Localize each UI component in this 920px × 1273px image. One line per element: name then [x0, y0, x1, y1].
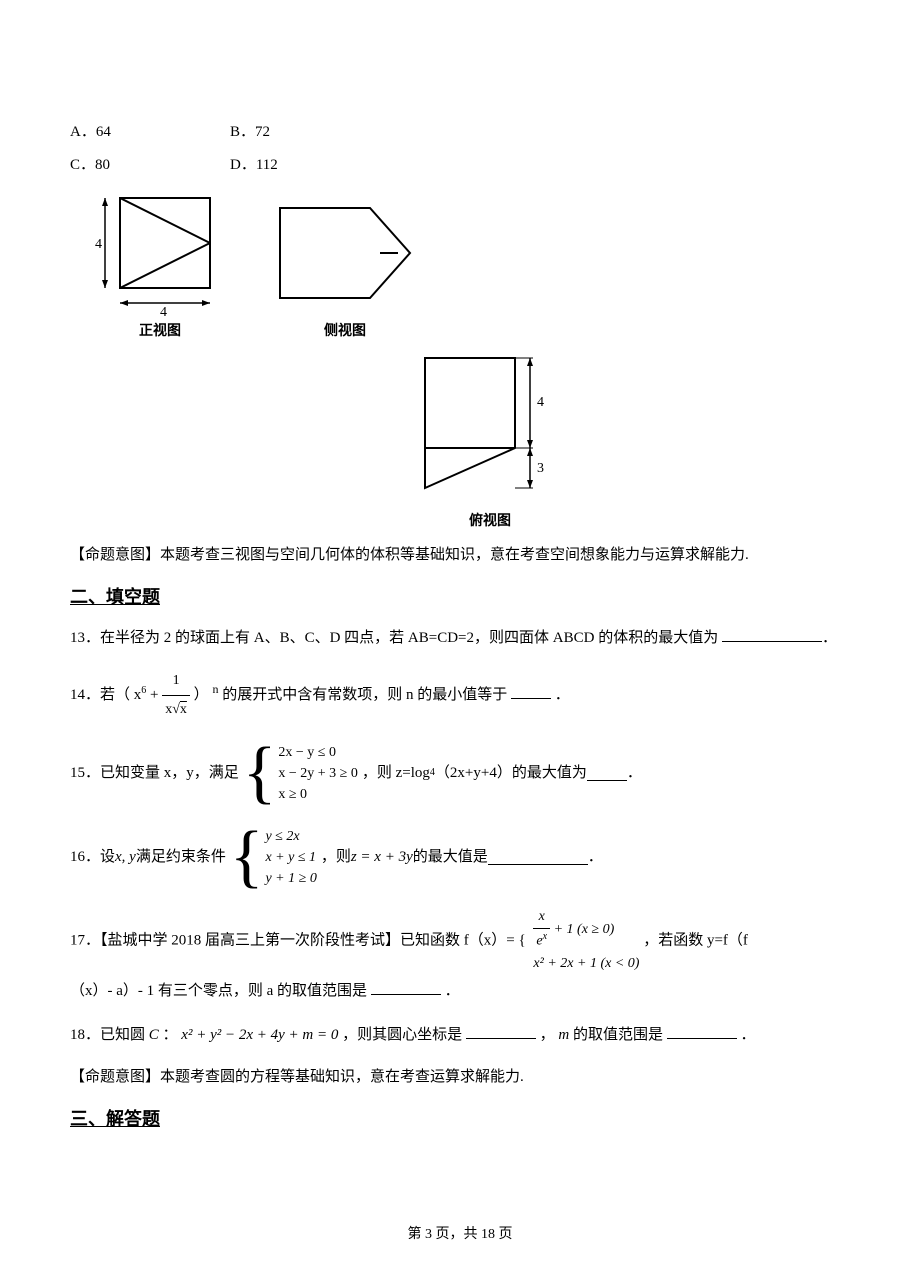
- q15-line3: x ≥ 0: [278, 784, 357, 805]
- page-footer: 第 3 页，共 18 页: [0, 1223, 920, 1243]
- q17-case1: x ex + 1 (x ≥ 0): [533, 906, 639, 953]
- intent-note-2: 【命题意图】本题考查圆的方程等基础知识，意在考查运算求解能力.: [70, 1064, 850, 1091]
- q18-prefix: 18．已知圆: [70, 1027, 145, 1043]
- q14-suffix: 的展开式中含有常数项，则 n 的最小值等于: [222, 687, 507, 703]
- page-total: 18: [481, 1227, 495, 1242]
- q16-line2: x + y ≤ 1: [265, 847, 316, 868]
- option-d: D．112: [230, 153, 390, 174]
- q17-prefix: 17．【盐城中学 2018 届高三上第一次阶段性考试】已知函数 f（x）= {: [70, 932, 526, 948]
- q18-period: ．: [741, 1027, 756, 1043]
- q15-prefix: 15．已知变量 x，y，满足: [70, 758, 239, 788]
- q15-mid: ，则 z=log: [362, 758, 430, 788]
- q15-mid2: （2x+y+4）的最大值为: [435, 758, 587, 788]
- q18-blank1: [466, 1024, 536, 1039]
- front-view-caption: 正视图: [139, 320, 181, 340]
- q16-vars: x, y: [115, 842, 136, 872]
- top-view-caption: 俯视图: [469, 510, 511, 530]
- q16-expr: z = x + 3y: [351, 842, 413, 872]
- q17-piecewise: x ex + 1 (x ≥ 0) x² + 2x + 1 (x < 0): [529, 906, 639, 976]
- question-18: 18．已知圆 C ： x² + y² − 2x + 4y + m = 0 ，则其…: [70, 1020, 850, 1050]
- question-15: 15．已知变量 x，y，满足 { 2x − y ≤ 0 x − 2y + 3 ≥…: [70, 738, 850, 808]
- q18-mid: ，则其圆心坐标是: [342, 1027, 462, 1043]
- front-width-label: 4: [160, 305, 167, 318]
- answer-options: A．64 B．72: [70, 120, 850, 145]
- q14-frac-den: x√x: [162, 695, 190, 724]
- q15-line2: x − 2y + 3 ≥ 0: [278, 763, 357, 784]
- q14-close: ）: [194, 687, 209, 703]
- section-3-title: 三、解答题: [70, 1105, 850, 1131]
- q16-line3: y + 1 ≥ 0: [265, 868, 316, 889]
- q14-blank: [511, 684, 551, 699]
- intent-note: 【命题意图】本题考查三视图与空间几何体的体积等基础知识，意在考查空间想象能力与运…: [70, 542, 850, 569]
- q17-case2: x² + 2x + 1 (x < 0): [533, 953, 639, 975]
- option-b: B．72: [230, 120, 390, 141]
- q17-period: ．: [445, 983, 460, 999]
- q16-suffix: 的最大值是: [413, 842, 488, 872]
- q14-exp-n: n: [212, 682, 218, 696]
- top-lower-label: 3: [537, 461, 544, 476]
- q14-period: ．: [555, 687, 570, 703]
- front-height-label: 4: [95, 237, 102, 252]
- q14-frac-num: 1: [162, 667, 190, 695]
- q18-blank2: [667, 1024, 737, 1039]
- q16-prefix2: 满足约束条件: [136, 842, 226, 872]
- question-17: 17．【盐城中学 2018 届高三上第一次阶段性考试】已知函数 f（x）= { …: [70, 906, 850, 1006]
- q16-period: ．: [588, 842, 603, 872]
- q18-c: C: [149, 1027, 159, 1043]
- q18-colon: ：: [163, 1027, 178, 1043]
- three-view-diagrams: 4 4 正视图 侧视图: [90, 188, 850, 530]
- q18-eq: x² + y² − 2x + 4y + m = 0: [181, 1027, 338, 1043]
- question-13: 13．在半径为 2 的球面上有 A、B、C、D 四点，若 AB=CD=2，则四面…: [70, 623, 850, 653]
- question-16: 16．设 x, y 满足约束条件 { y ≤ 2x x + y ≤ 1 y + …: [70, 822, 850, 892]
- top-upper-label: 4: [537, 395, 544, 410]
- q16-constraints: { y ≤ 2x x + y ≤ 1 y + 1 ≥ 0: [230, 822, 317, 892]
- q17-line2: （x）- a）- 1 有三个零点，则 a 的取值范围是: [70, 983, 367, 999]
- q14-exp6: 6: [141, 685, 146, 696]
- section-2-title: 二、填空题: [70, 583, 850, 609]
- q14-fraction: 1 x√x: [162, 667, 190, 724]
- q15-constraints: { 2x − y ≤ 0 x − 2y + 3 ≥ 0 x ≥ 0: [243, 738, 358, 808]
- q16-line1: y ≤ 2x: [265, 826, 316, 847]
- option-a: A．64: [70, 120, 230, 141]
- q16-blank: [488, 850, 588, 865]
- side-view-diagram: 侧视图: [270, 198, 420, 340]
- q17-mid: ，若函数 y=f（f: [643, 932, 748, 948]
- q17-blank: [371, 980, 441, 995]
- q15-period: ．: [627, 758, 642, 788]
- q16-mid: ，则: [321, 842, 351, 872]
- q15-blank: [587, 766, 627, 781]
- q15-line1: 2x − y ≤ 0: [278, 742, 357, 763]
- front-view-diagram: 4 4 正视图: [90, 188, 230, 340]
- q18-mid2: ，: [540, 1027, 555, 1043]
- q18-mid3: 的取值范围是: [573, 1027, 663, 1043]
- q13-text: 13．在半径为 2 的球面上有 A、B、C、D 四点，若 AB=CD=2，则四面…: [70, 630, 718, 646]
- page-current: 3: [425, 1227, 432, 1242]
- q13-blank: [722, 627, 822, 642]
- option-c: C．80: [70, 153, 230, 174]
- answer-options-2: C．80 D．112: [70, 153, 850, 178]
- q16-prefix: 16．设: [70, 842, 115, 872]
- side-view-caption: 侧视图: [324, 320, 366, 340]
- q18-m: m: [558, 1027, 569, 1043]
- question-14: 14．若（ x6 + 1 x√x ） n 的展开式中含有常数项，则 n 的最小值…: [70, 667, 850, 724]
- top-view-diagram: 4 3 俯视图: [130, 348, 850, 530]
- q14-prefix: 14．若（: [70, 687, 130, 703]
